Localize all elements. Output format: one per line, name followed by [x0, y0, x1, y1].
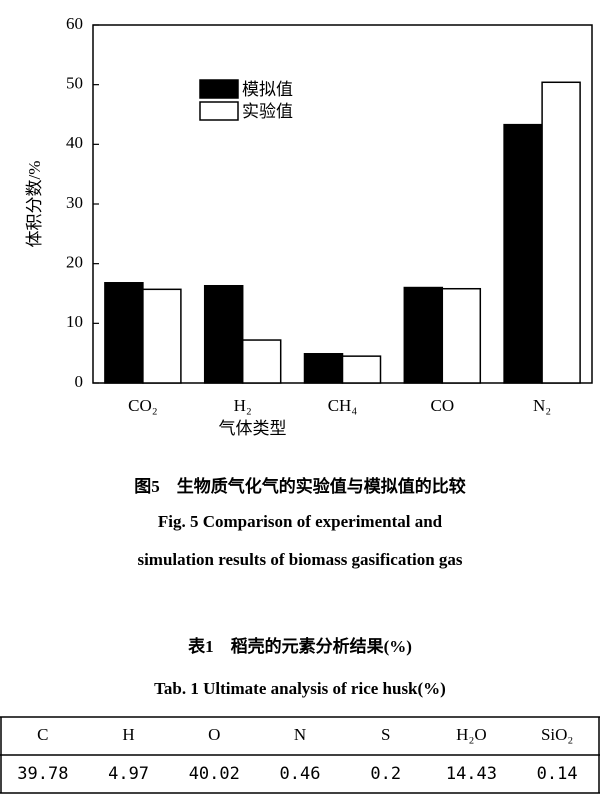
y-tick-label: 60 — [66, 14, 83, 33]
figure-caption-cn: 图5 生物质气化气的实验值与模拟值的比较 — [134, 476, 466, 496]
y-tick-label: 40 — [66, 133, 83, 152]
bar — [503, 123, 543, 384]
bar — [203, 284, 244, 384]
table-header: S — [381, 725, 390, 744]
bar — [441, 287, 482, 384]
table-caption-en: Tab. 1 Ultimate analysis of rice husk(%) — [154, 679, 446, 698]
figure-caption-en: Fig. 5 Comparison of experimental and — [158, 512, 443, 531]
figure-caption-en: simulation results of biomass gasificati… — [137, 550, 462, 569]
bar — [341, 355, 382, 384]
bar — [241, 339, 282, 384]
table-cell: 39.78 — [17, 764, 68, 784]
x-axis-label: 气体类型 — [219, 419, 287, 438]
bar — [303, 353, 344, 384]
y-tick-label: 50 — [66, 74, 83, 93]
table-cell: 40.02 — [189, 764, 240, 784]
table-cell: 0.14 — [537, 764, 578, 784]
y-tick-label: 10 — [66, 312, 83, 331]
table-header: H₂O — [456, 725, 486, 744]
y-axis-label: 体积分数/% — [25, 161, 44, 248]
legend-label: 实验值 — [242, 102, 293, 122]
table-cell: 0.2 — [370, 764, 401, 784]
table-header: N — [294, 725, 306, 744]
bar — [403, 286, 444, 384]
x-tick-label: N₂ — [533, 396, 551, 415]
table-caption-cn: 表1 稻壳的元素分析结果(%) — [188, 636, 412, 656]
x-tick-label: CO — [430, 396, 454, 415]
x-tick-label: H₂ — [234, 396, 252, 415]
bar — [142, 288, 182, 384]
legend-swatch — [199, 79, 239, 99]
table-cell: 4.97 — [108, 764, 149, 784]
table-header: SiO₂ — [541, 725, 573, 744]
x-tick-label: CH₄ — [328, 396, 358, 415]
bar — [104, 282, 144, 384]
bar — [541, 81, 581, 384]
table-header: H — [122, 725, 134, 744]
y-tick-label: 30 — [66, 193, 83, 212]
x-tick-label: CO₂ — [128, 396, 158, 415]
legend-swatch — [199, 101, 239, 121]
table-cell: 0.46 — [280, 764, 321, 784]
y-tick-label: 20 — [66, 253, 83, 272]
table-header: C — [37, 725, 48, 744]
table-cell: 14.43 — [446, 764, 497, 784]
legend-label: 模拟值 — [242, 80, 293, 100]
table-header: O — [208, 725, 220, 744]
y-tick-label: 0 — [75, 372, 84, 391]
